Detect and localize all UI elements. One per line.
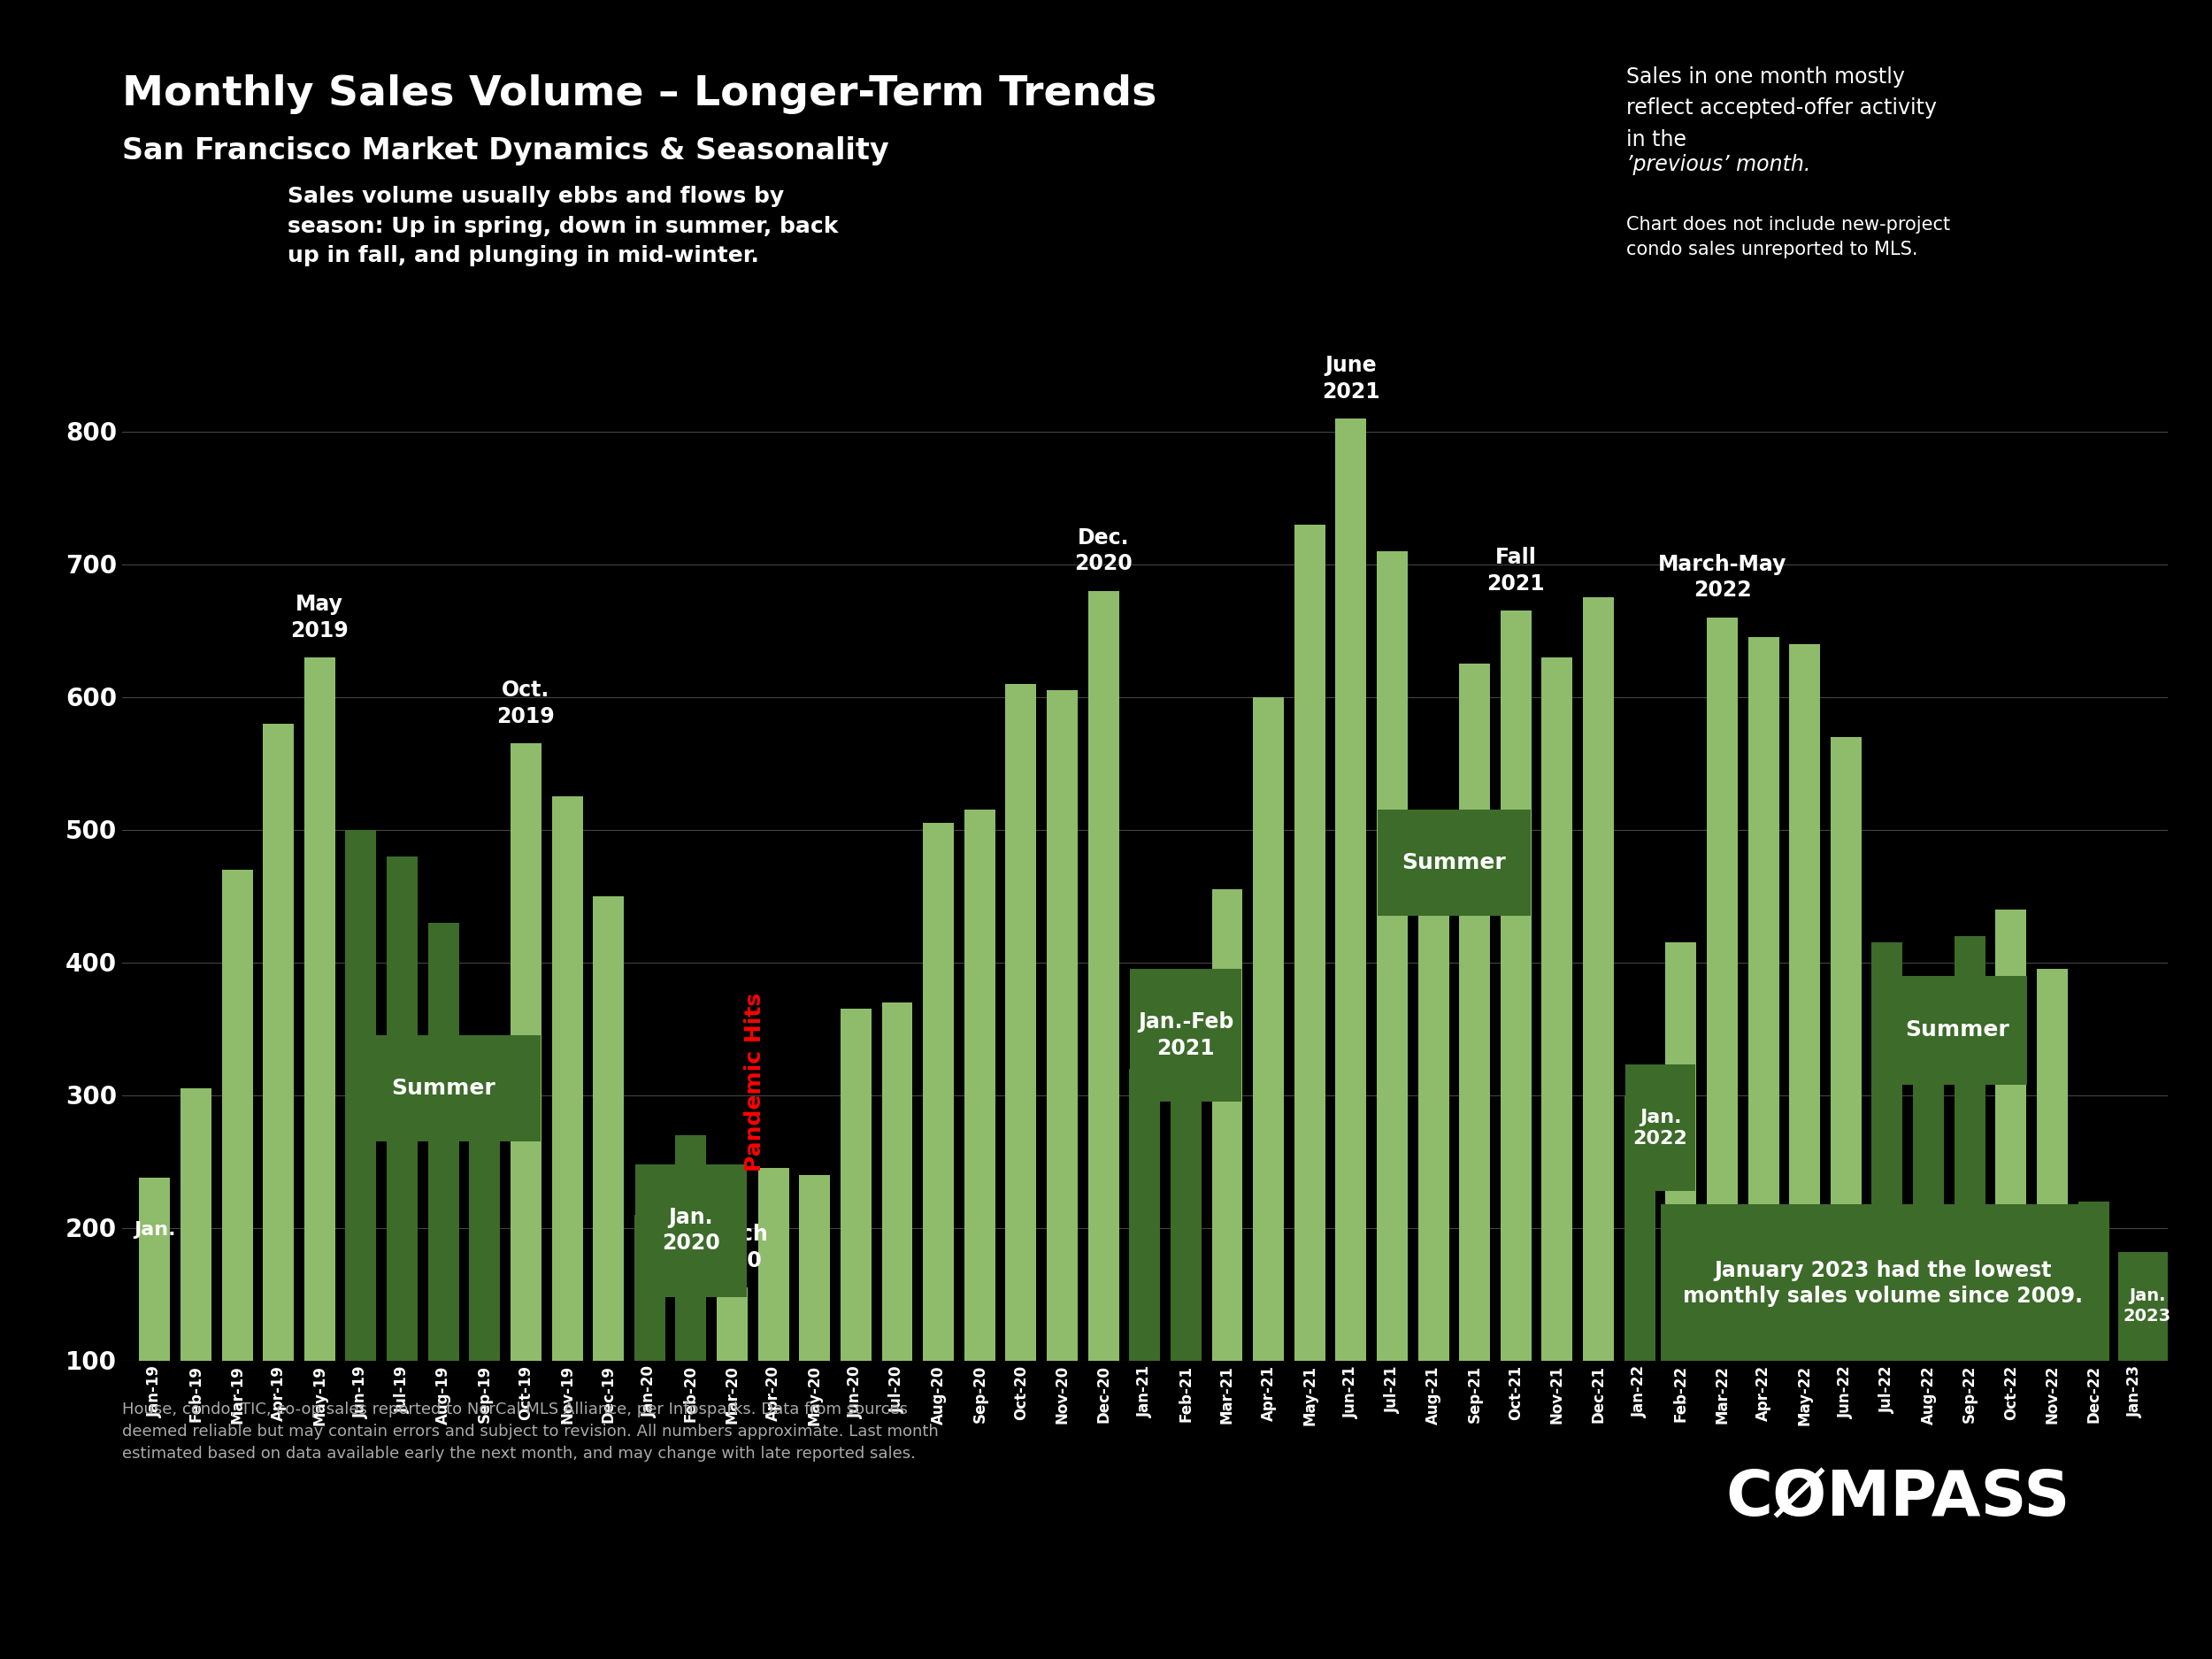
Text: CØMPASS: CØMPASS <box>1725 1468 2070 1530</box>
Bar <box>2037 969 2068 1493</box>
Bar <box>1871 942 1902 1493</box>
Text: Jan.-Feb
2021: Jan.-Feb 2021 <box>1137 1012 1234 1058</box>
Text: House, condo, TIC, co-op sales reported to NorCal MLS Alliance, per Infosparks. : House, condo, TIC, co-op sales reported … <box>122 1402 938 1462</box>
Bar <box>387 856 418 1493</box>
Bar <box>2077 1201 2108 1493</box>
FancyBboxPatch shape <box>347 1035 540 1141</box>
Bar <box>305 657 336 1493</box>
Bar <box>1832 737 1863 1493</box>
Bar <box>1336 418 1367 1493</box>
FancyBboxPatch shape <box>1130 969 1241 1102</box>
Text: January 2023 had the lowest
monthly sales volume since 2009.: January 2023 had the lowest monthly sale… <box>1683 1259 2084 1307</box>
Bar <box>551 796 582 1493</box>
Text: Jan.
2023: Jan. 2023 <box>2124 1287 2172 1326</box>
Text: Jan.: Jan. <box>133 1221 175 1239</box>
Bar <box>469 1035 500 1493</box>
Bar <box>1542 657 1573 1493</box>
Bar <box>345 830 376 1493</box>
Bar <box>1376 551 1407 1493</box>
Text: Sales volume usually ebbs and flows by
season: Up in spring, down in summer, bac: Sales volume usually ebbs and flows by s… <box>288 186 838 267</box>
Bar <box>964 810 995 1493</box>
Bar <box>1790 644 1820 1493</box>
Text: Sales in one month mostly
reflect accepted-offer activity
in the: Sales in one month mostly reflect accept… <box>1626 66 1936 151</box>
Bar <box>1252 697 1283 1493</box>
FancyBboxPatch shape <box>635 1165 748 1297</box>
Bar <box>181 1088 212 1493</box>
Bar <box>139 1178 170 1493</box>
Bar <box>922 823 953 1493</box>
Bar <box>1747 637 1778 1493</box>
Bar <box>593 896 624 1493</box>
Text: Dec.
2020: Dec. 2020 <box>1075 528 1133 574</box>
Text: March-May
2022: March-May 2022 <box>1659 554 1787 601</box>
Bar <box>221 869 252 1493</box>
Bar <box>1913 1029 1944 1493</box>
Bar <box>2119 1340 2150 1493</box>
Text: March
2020: March 2020 <box>697 1224 768 1271</box>
Text: San Francisco Market Dynamics & Seasonality: San Francisco Market Dynamics & Seasonal… <box>122 136 889 166</box>
FancyBboxPatch shape <box>1626 1065 1694 1191</box>
Bar <box>1088 591 1119 1493</box>
Bar <box>1212 889 1243 1493</box>
Text: Pandemic Hits: Pandemic Hits <box>743 992 765 1171</box>
Text: June
2021: June 2021 <box>1323 355 1380 401</box>
Text: Summer: Summer <box>392 1078 495 1098</box>
Bar <box>1624 1095 1655 1493</box>
Bar <box>841 1009 872 1493</box>
Bar <box>799 1175 830 1493</box>
Text: ’previous’ month.: ’previous’ month. <box>1626 154 1809 176</box>
Bar <box>1584 597 1615 1493</box>
FancyBboxPatch shape <box>1887 975 2028 1085</box>
Text: Chart does not include new-project
condo sales unreported to MLS.: Chart does not include new-project condo… <box>1626 216 1949 259</box>
Bar <box>635 1214 666 1493</box>
Bar <box>1666 942 1697 1493</box>
Text: Monthly Sales Volume – Longer-Term Trends: Monthly Sales Volume – Longer-Term Trend… <box>122 75 1157 114</box>
Bar <box>1294 524 1325 1493</box>
Bar <box>511 743 542 1493</box>
FancyBboxPatch shape <box>1378 810 1531 916</box>
FancyBboxPatch shape <box>1661 1204 2106 1360</box>
Bar <box>1006 684 1037 1493</box>
Bar <box>263 723 294 1493</box>
Bar <box>675 1135 706 1493</box>
Bar <box>1170 1048 1201 1493</box>
Text: Jan.
2022: Jan. 2022 <box>1632 1108 1688 1148</box>
Bar <box>1418 856 1449 1493</box>
FancyBboxPatch shape <box>2119 1251 2177 1360</box>
Text: May
2019: May 2019 <box>290 594 349 640</box>
Text: Oct.
2019: Oct. 2019 <box>498 680 555 727</box>
Text: Fall
2021: Fall 2021 <box>1486 547 1544 594</box>
Bar <box>717 1287 748 1493</box>
Text: Jan.
2020: Jan. 2020 <box>661 1206 721 1254</box>
Bar <box>1460 664 1491 1493</box>
Bar <box>1500 611 1531 1493</box>
Text: Summer: Summer <box>1402 853 1506 873</box>
Text: Summer: Summer <box>1905 1019 2008 1040</box>
Bar <box>1130 1068 1159 1493</box>
Bar <box>1708 617 1739 1493</box>
Bar <box>759 1168 790 1493</box>
Bar <box>1046 690 1077 1493</box>
Bar <box>1995 909 2026 1493</box>
Bar <box>427 922 458 1493</box>
Bar <box>883 1002 914 1493</box>
Bar <box>1953 936 1984 1493</box>
